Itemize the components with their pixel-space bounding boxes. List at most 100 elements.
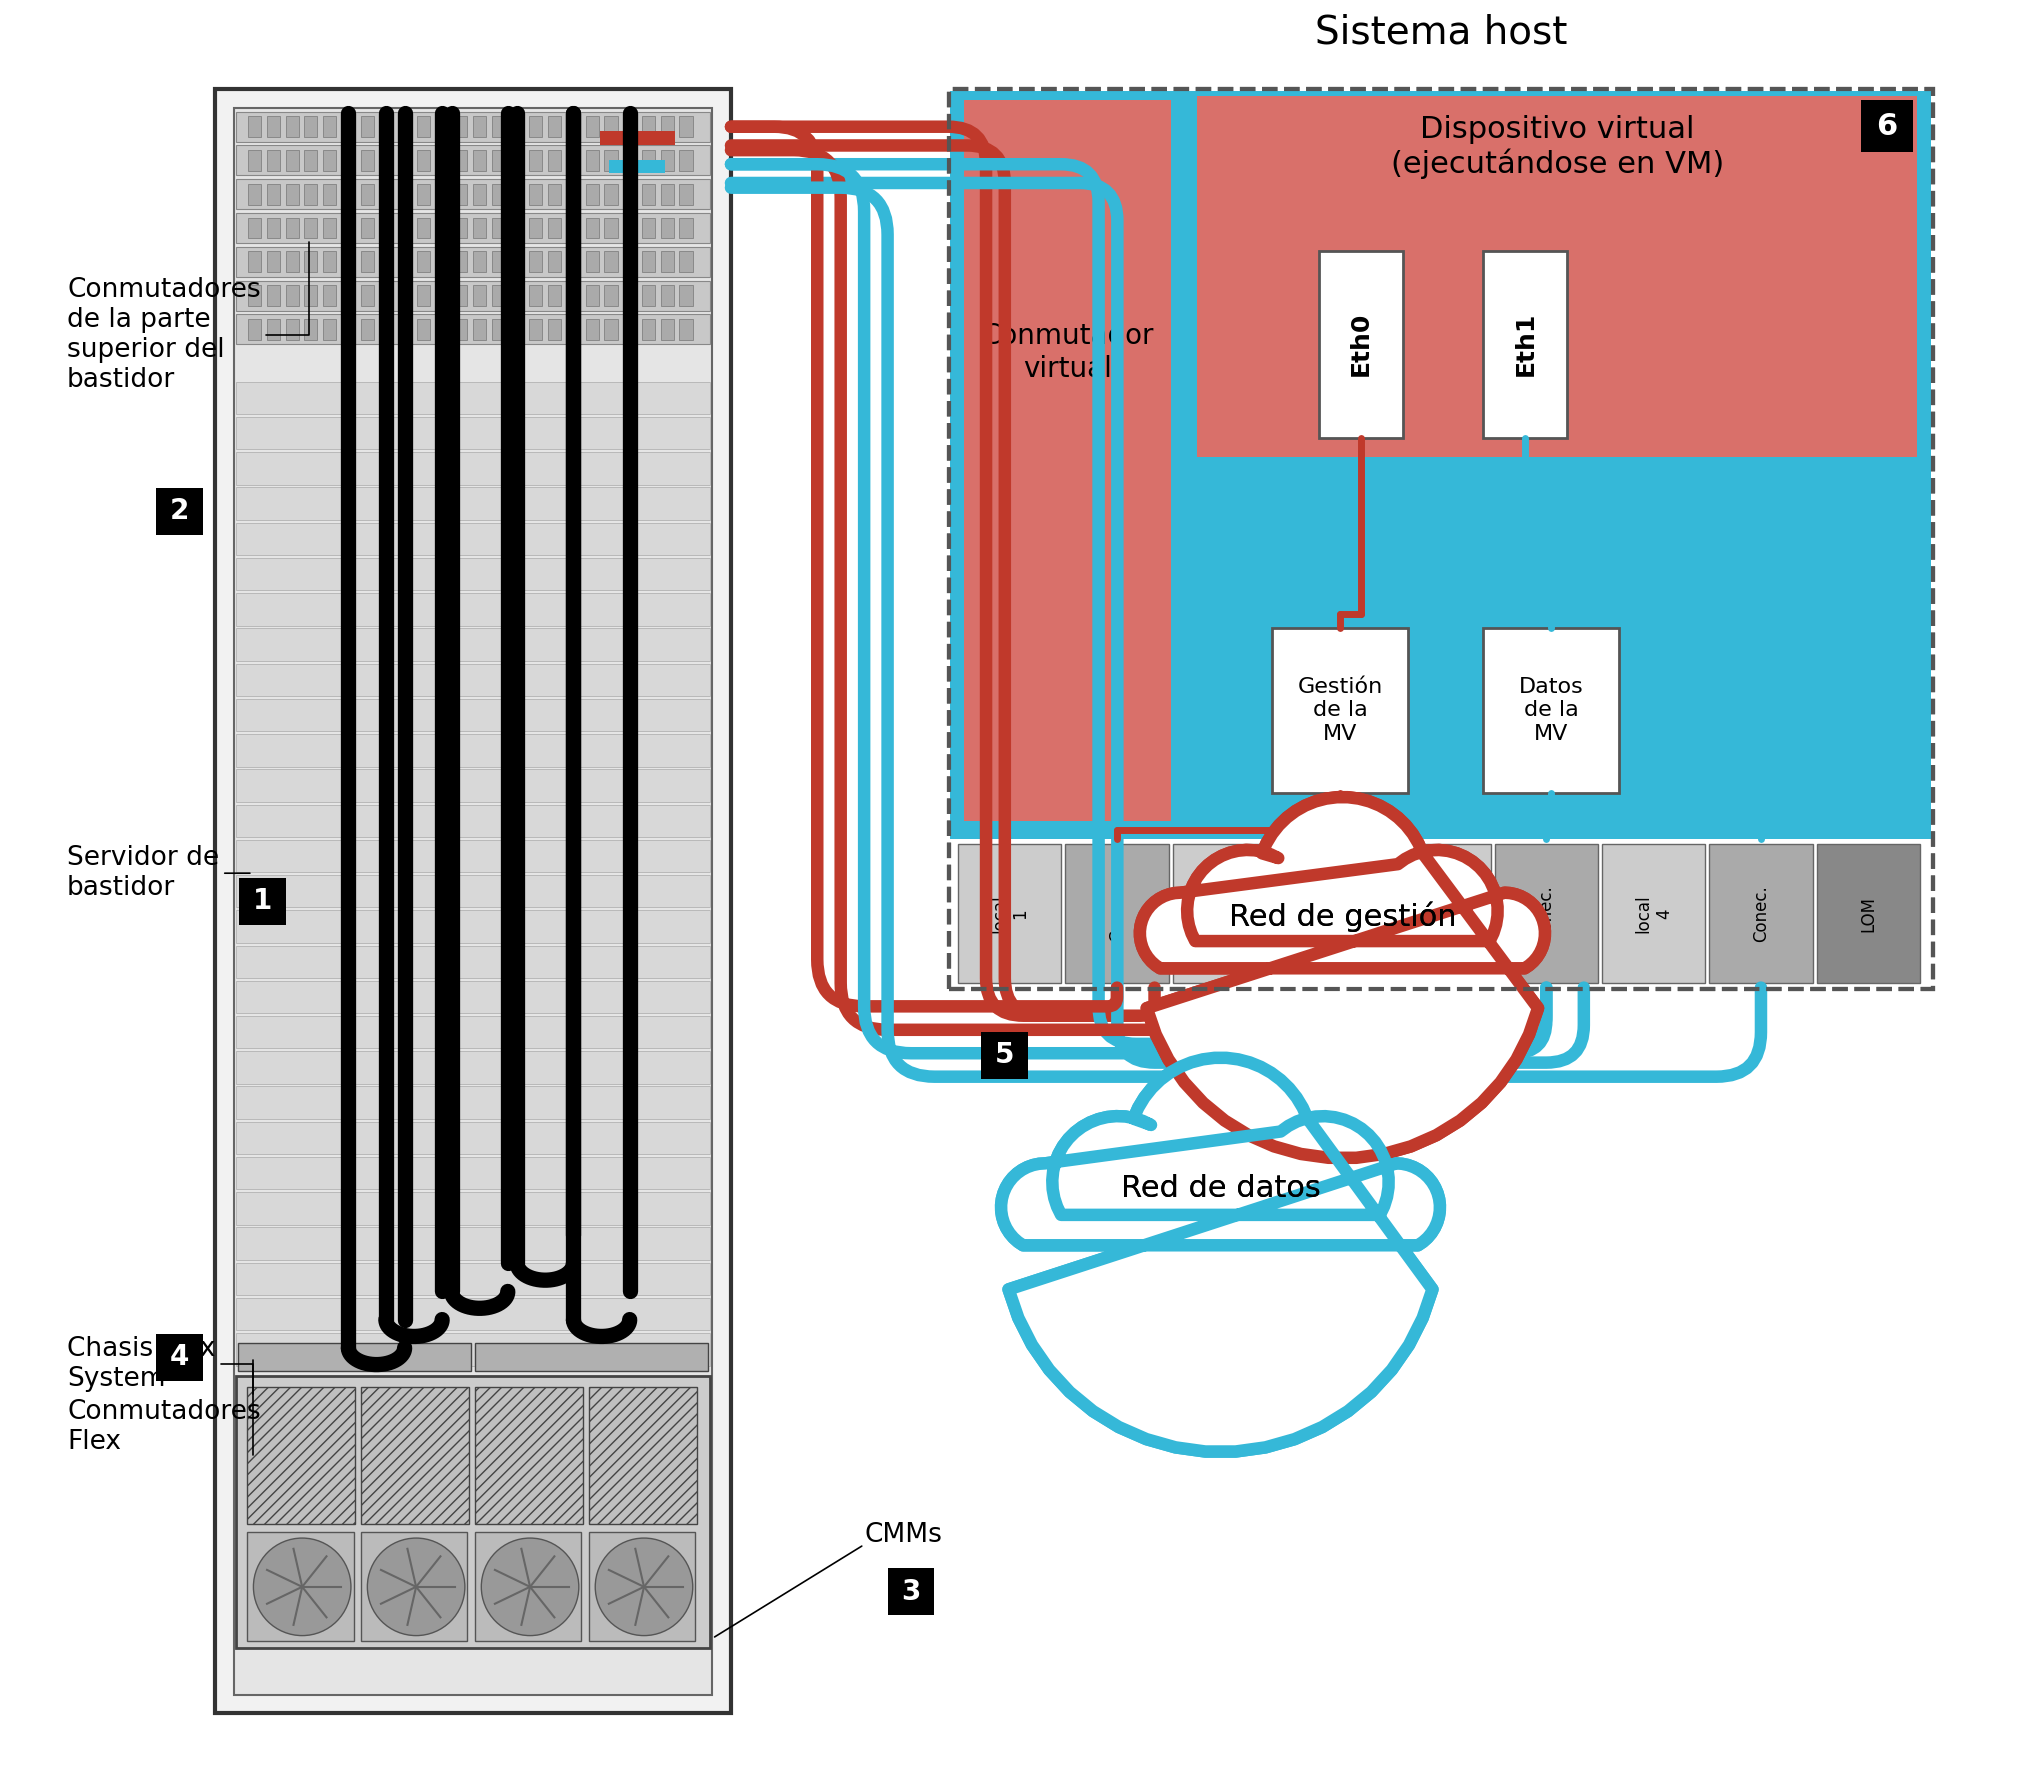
FancyBboxPatch shape	[586, 285, 600, 306]
Text: Conmutador
virtual: Conmutador virtual	[981, 323, 1155, 383]
FancyBboxPatch shape	[604, 151, 618, 170]
FancyBboxPatch shape	[236, 699, 711, 731]
FancyBboxPatch shape	[216, 90, 731, 1713]
FancyBboxPatch shape	[341, 185, 355, 204]
FancyBboxPatch shape	[236, 382, 711, 414]
FancyBboxPatch shape	[267, 217, 281, 238]
FancyBboxPatch shape	[1484, 629, 1619, 792]
FancyBboxPatch shape	[436, 116, 448, 136]
Text: Red de gestión: Red de gestión	[1230, 901, 1456, 932]
FancyBboxPatch shape	[642, 151, 654, 170]
FancyBboxPatch shape	[642, 185, 654, 204]
FancyBboxPatch shape	[624, 151, 636, 170]
FancyBboxPatch shape	[236, 418, 711, 450]
FancyBboxPatch shape	[305, 116, 317, 136]
FancyBboxPatch shape	[511, 217, 523, 238]
FancyBboxPatch shape	[590, 1387, 697, 1523]
FancyBboxPatch shape	[236, 1086, 711, 1118]
FancyBboxPatch shape	[285, 151, 299, 170]
FancyBboxPatch shape	[323, 185, 337, 204]
FancyBboxPatch shape	[236, 735, 711, 767]
FancyBboxPatch shape	[398, 319, 412, 340]
FancyBboxPatch shape	[361, 1532, 468, 1641]
Text: Red de datos: Red de datos	[1121, 1174, 1320, 1202]
FancyBboxPatch shape	[416, 151, 430, 170]
FancyBboxPatch shape	[957, 844, 1062, 982]
FancyBboxPatch shape	[624, 116, 636, 136]
FancyBboxPatch shape	[604, 217, 618, 238]
FancyBboxPatch shape	[1272, 629, 1407, 792]
Text: 3: 3	[900, 1577, 921, 1606]
Text: LOM: LOM	[1859, 896, 1878, 932]
Circle shape	[367, 1538, 464, 1636]
FancyBboxPatch shape	[380, 185, 392, 204]
FancyBboxPatch shape	[248, 185, 260, 204]
FancyBboxPatch shape	[236, 111, 711, 142]
FancyBboxPatch shape	[236, 805, 711, 837]
FancyBboxPatch shape	[236, 946, 711, 978]
FancyBboxPatch shape	[236, 523, 711, 556]
FancyBboxPatch shape	[248, 285, 260, 306]
FancyBboxPatch shape	[236, 1192, 711, 1224]
FancyBboxPatch shape	[305, 285, 317, 306]
Text: Datos
de la
MV: Datos de la MV	[1518, 677, 1583, 744]
FancyBboxPatch shape	[436, 285, 448, 306]
FancyBboxPatch shape	[238, 1342, 470, 1371]
FancyBboxPatch shape	[600, 131, 674, 145]
FancyBboxPatch shape	[1817, 844, 1920, 982]
FancyBboxPatch shape	[155, 1333, 204, 1380]
FancyBboxPatch shape	[416, 319, 430, 340]
FancyBboxPatch shape	[642, 251, 654, 272]
FancyBboxPatch shape	[586, 319, 600, 340]
FancyBboxPatch shape	[416, 251, 430, 272]
FancyBboxPatch shape	[267, 285, 281, 306]
FancyBboxPatch shape	[1484, 251, 1567, 437]
Text: Conmutadores
Flex: Conmutadores Flex	[67, 1360, 260, 1455]
FancyBboxPatch shape	[888, 1568, 935, 1615]
Text: 2: 2	[170, 496, 190, 525]
FancyBboxPatch shape	[236, 1333, 711, 1366]
FancyBboxPatch shape	[1494, 844, 1599, 982]
FancyBboxPatch shape	[267, 151, 281, 170]
FancyBboxPatch shape	[1318, 251, 1403, 437]
FancyBboxPatch shape	[454, 319, 468, 340]
FancyBboxPatch shape	[454, 217, 468, 238]
FancyBboxPatch shape	[567, 319, 579, 340]
FancyBboxPatch shape	[305, 185, 317, 204]
Polygon shape	[1141, 797, 1545, 1158]
FancyBboxPatch shape	[493, 217, 505, 238]
FancyBboxPatch shape	[248, 319, 260, 340]
FancyBboxPatch shape	[236, 179, 711, 210]
FancyBboxPatch shape	[341, 151, 355, 170]
FancyBboxPatch shape	[624, 319, 636, 340]
FancyBboxPatch shape	[341, 319, 355, 340]
FancyBboxPatch shape	[398, 116, 412, 136]
FancyBboxPatch shape	[236, 840, 711, 873]
Text: Servidor de
bastidor: Servidor de bastidor	[67, 846, 250, 901]
FancyBboxPatch shape	[1066, 844, 1169, 982]
FancyBboxPatch shape	[547, 285, 561, 306]
FancyBboxPatch shape	[472, 151, 487, 170]
FancyBboxPatch shape	[234, 108, 713, 1695]
FancyBboxPatch shape	[416, 116, 430, 136]
FancyBboxPatch shape	[305, 319, 317, 340]
FancyBboxPatch shape	[323, 319, 337, 340]
FancyBboxPatch shape	[416, 217, 430, 238]
FancyBboxPatch shape	[511, 185, 523, 204]
FancyBboxPatch shape	[529, 217, 543, 238]
FancyBboxPatch shape	[236, 1263, 711, 1296]
FancyBboxPatch shape	[341, 116, 355, 136]
FancyBboxPatch shape	[949, 90, 1934, 989]
FancyBboxPatch shape	[511, 285, 523, 306]
FancyBboxPatch shape	[236, 1297, 711, 1330]
FancyBboxPatch shape	[236, 1376, 711, 1649]
Text: Conec.: Conec.	[1322, 885, 1341, 943]
FancyBboxPatch shape	[511, 251, 523, 272]
Circle shape	[254, 1538, 351, 1636]
FancyBboxPatch shape	[341, 217, 355, 238]
FancyBboxPatch shape	[590, 1532, 695, 1641]
FancyBboxPatch shape	[642, 116, 654, 136]
FancyBboxPatch shape	[604, 185, 618, 204]
FancyBboxPatch shape	[236, 663, 711, 695]
FancyBboxPatch shape	[323, 217, 337, 238]
